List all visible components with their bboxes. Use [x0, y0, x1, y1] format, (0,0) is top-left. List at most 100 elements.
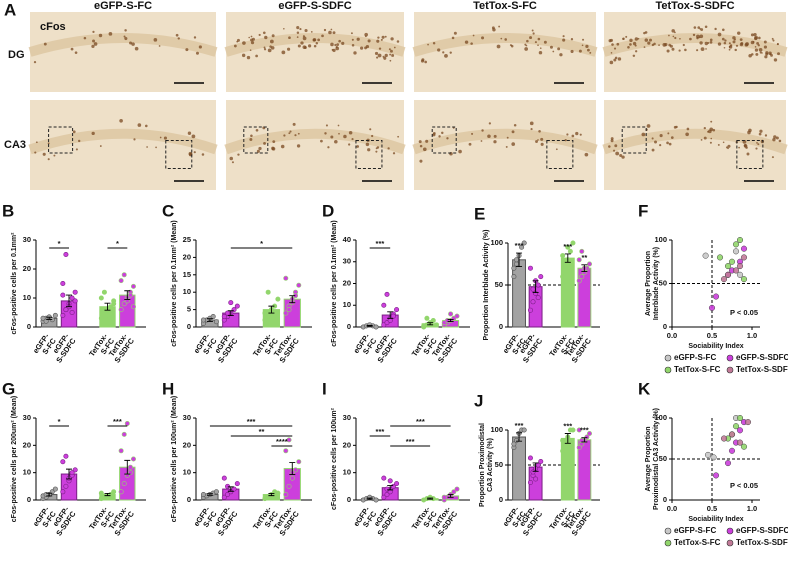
cell: [698, 36, 701, 39]
cell: [712, 128, 716, 132]
cell: [419, 144, 423, 148]
cell: [70, 47, 74, 51]
cell: [446, 137, 449, 140]
error-bar: [581, 264, 588, 273]
cell: [424, 60, 427, 64]
data-point: [63, 483, 69, 489]
y-tick-label: 0: [27, 495, 31, 504]
cell: [397, 135, 400, 138]
data-point: [430, 317, 436, 323]
y-axis-label: cFos-positive cells per 100um² (Mean): [171, 396, 178, 522]
cell: [237, 153, 240, 156]
cell: [549, 45, 553, 49]
cell: [748, 128, 752, 133]
cell: [263, 48, 267, 51]
legend-label: TetTox-S-SDFC: [736, 538, 788, 547]
cell: [629, 43, 632, 46]
cell: [292, 122, 296, 126]
data-point: [265, 289, 271, 295]
data-point: [521, 427, 527, 433]
cell: [492, 28, 496, 32]
x-tick-label: 0.0: [667, 331, 677, 340]
cell: [744, 43, 749, 47]
data-point: [111, 298, 117, 304]
data-point: [538, 458, 544, 464]
cell: [144, 124, 148, 128]
error-bar: [268, 305, 275, 314]
error-bar: [366, 325, 373, 327]
cell: [389, 53, 392, 56]
cell: [304, 29, 308, 33]
data-point: [451, 489, 457, 495]
cell: [672, 35, 675, 38]
cell: [124, 36, 128, 41]
cell: [242, 41, 246, 45]
x-tick-label: 0.5: [707, 331, 717, 340]
row-label: DG: [8, 49, 25, 61]
cell: [296, 36, 299, 38]
data-point: [576, 444, 582, 450]
cell: [376, 56, 379, 59]
cell: [505, 145, 508, 148]
cell: [458, 149, 462, 154]
cell: [686, 127, 690, 131]
panel-label: E: [474, 204, 485, 223]
x-tick-label: 1.0: [747, 331, 757, 340]
data-point: [702, 252, 709, 259]
y-tick-label: 0: [663, 495, 667, 504]
cell: [367, 148, 371, 152]
cell: [754, 48, 759, 52]
cell: [738, 146, 740, 149]
legend-label: TetTox-S-FC: [674, 538, 721, 547]
legend-marker: [726, 539, 734, 547]
bar: [560, 437, 575, 501]
cell: [728, 45, 733, 49]
y-tick-label: 20: [343, 278, 351, 287]
data-point: [744, 419, 752, 426]
cell: [662, 43, 667, 47]
cell: [617, 57, 622, 61]
column-title: eGFP-S-SDFC: [278, 0, 351, 12]
cell: [732, 40, 736, 44]
error-bar: [532, 462, 539, 472]
data-point: [130, 456, 136, 462]
data-point: [283, 310, 289, 316]
data-point: [221, 475, 227, 481]
data-point: [121, 272, 127, 278]
data-point: [728, 258, 736, 265]
cell: [737, 31, 741, 35]
data-point: [69, 470, 75, 476]
cell: [249, 49, 252, 51]
y-tick-label: 0: [187, 322, 191, 331]
cell: [481, 36, 485, 40]
cell: [481, 129, 484, 132]
data-point: [441, 494, 447, 500]
cell: [451, 36, 455, 40]
data-point: [221, 494, 227, 500]
cell: [280, 144, 285, 149]
data-point: [430, 496, 436, 502]
cell: [42, 152, 46, 156]
cell: [775, 136, 779, 140]
data-point: [560, 448, 566, 454]
cell: [627, 46, 630, 49]
cell: [727, 147, 729, 150]
y-tick-label: 30: [343, 413, 351, 422]
cell: [763, 40, 767, 44]
significance-label: ****: [276, 437, 288, 446]
data-point: [720, 435, 728, 442]
cell: [709, 41, 713, 44]
cell: [684, 48, 687, 52]
cell: [129, 41, 133, 45]
cell: [378, 47, 382, 50]
y-tick-label: 40: [343, 235, 351, 244]
y-tick-label: 100: [654, 413, 667, 422]
cell: [754, 46, 757, 48]
data-point: [40, 315, 46, 321]
cell: [529, 36, 533, 40]
cell: [723, 41, 727, 45]
y-tick-label: 10: [23, 468, 31, 477]
data-point: [560, 253, 566, 259]
y-tick-label: 20: [183, 440, 191, 449]
cell: [441, 131, 444, 135]
